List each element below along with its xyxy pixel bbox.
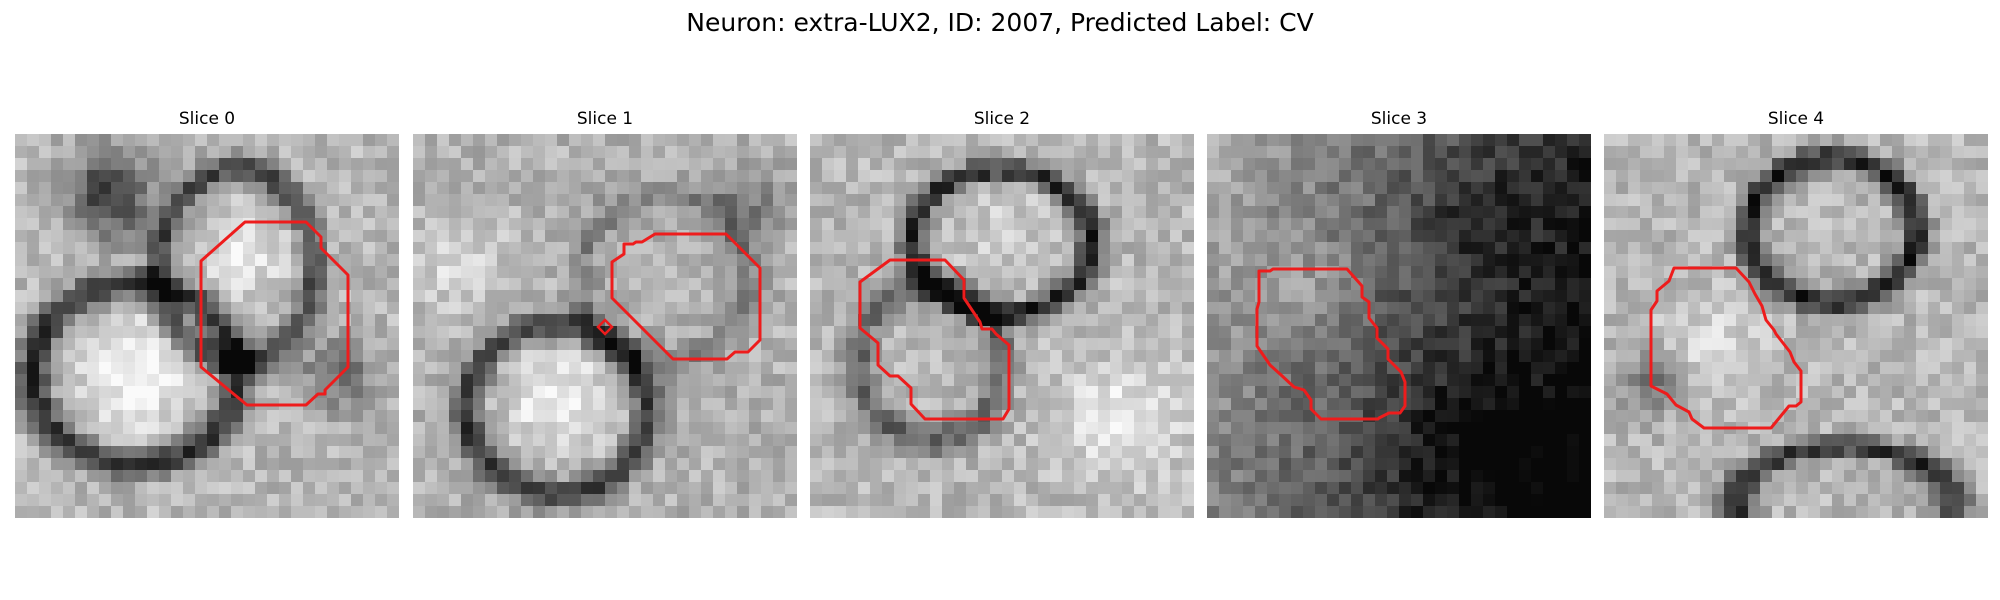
figure-title: Neuron: extra-LUX2, ID: 2007, Predicted …	[0, 6, 2000, 40]
slice-title: Slice 1	[413, 108, 797, 130]
slice-panel-4: Slice 4	[1604, 108, 1988, 130]
roi-contour-line	[1257, 269, 1405, 419]
slice-image	[15, 134, 399, 518]
slice-title: Slice 3	[1207, 108, 1591, 130]
segmentation-contour	[1604, 134, 1988, 518]
slice-title: Slice 0	[15, 108, 399, 130]
slice-image	[1604, 134, 1988, 518]
segmentation-contour	[15, 134, 399, 518]
roi-marker-diamond	[598, 320, 612, 334]
slice-panel-1: Slice 1	[413, 108, 797, 130]
slice-panel-0: Slice 0	[15, 108, 399, 130]
slice-title: Slice 2	[810, 108, 1194, 130]
roi-contour-line	[860, 260, 1009, 419]
segmentation-contour	[413, 134, 797, 518]
roi-contour-line	[201, 222, 348, 405]
roi-contour-line	[1651, 268, 1801, 428]
roi-contour-line	[612, 234, 760, 359]
slice-image	[810, 134, 1194, 518]
slice-image	[1207, 134, 1591, 518]
slice-title: Slice 4	[1604, 108, 1988, 130]
slice-image	[413, 134, 797, 518]
slice-panel-3: Slice 3	[1207, 108, 1591, 130]
segmentation-contour	[1207, 134, 1591, 518]
segmentation-contour	[810, 134, 1194, 518]
slice-panel-2: Slice 2	[810, 108, 1194, 130]
